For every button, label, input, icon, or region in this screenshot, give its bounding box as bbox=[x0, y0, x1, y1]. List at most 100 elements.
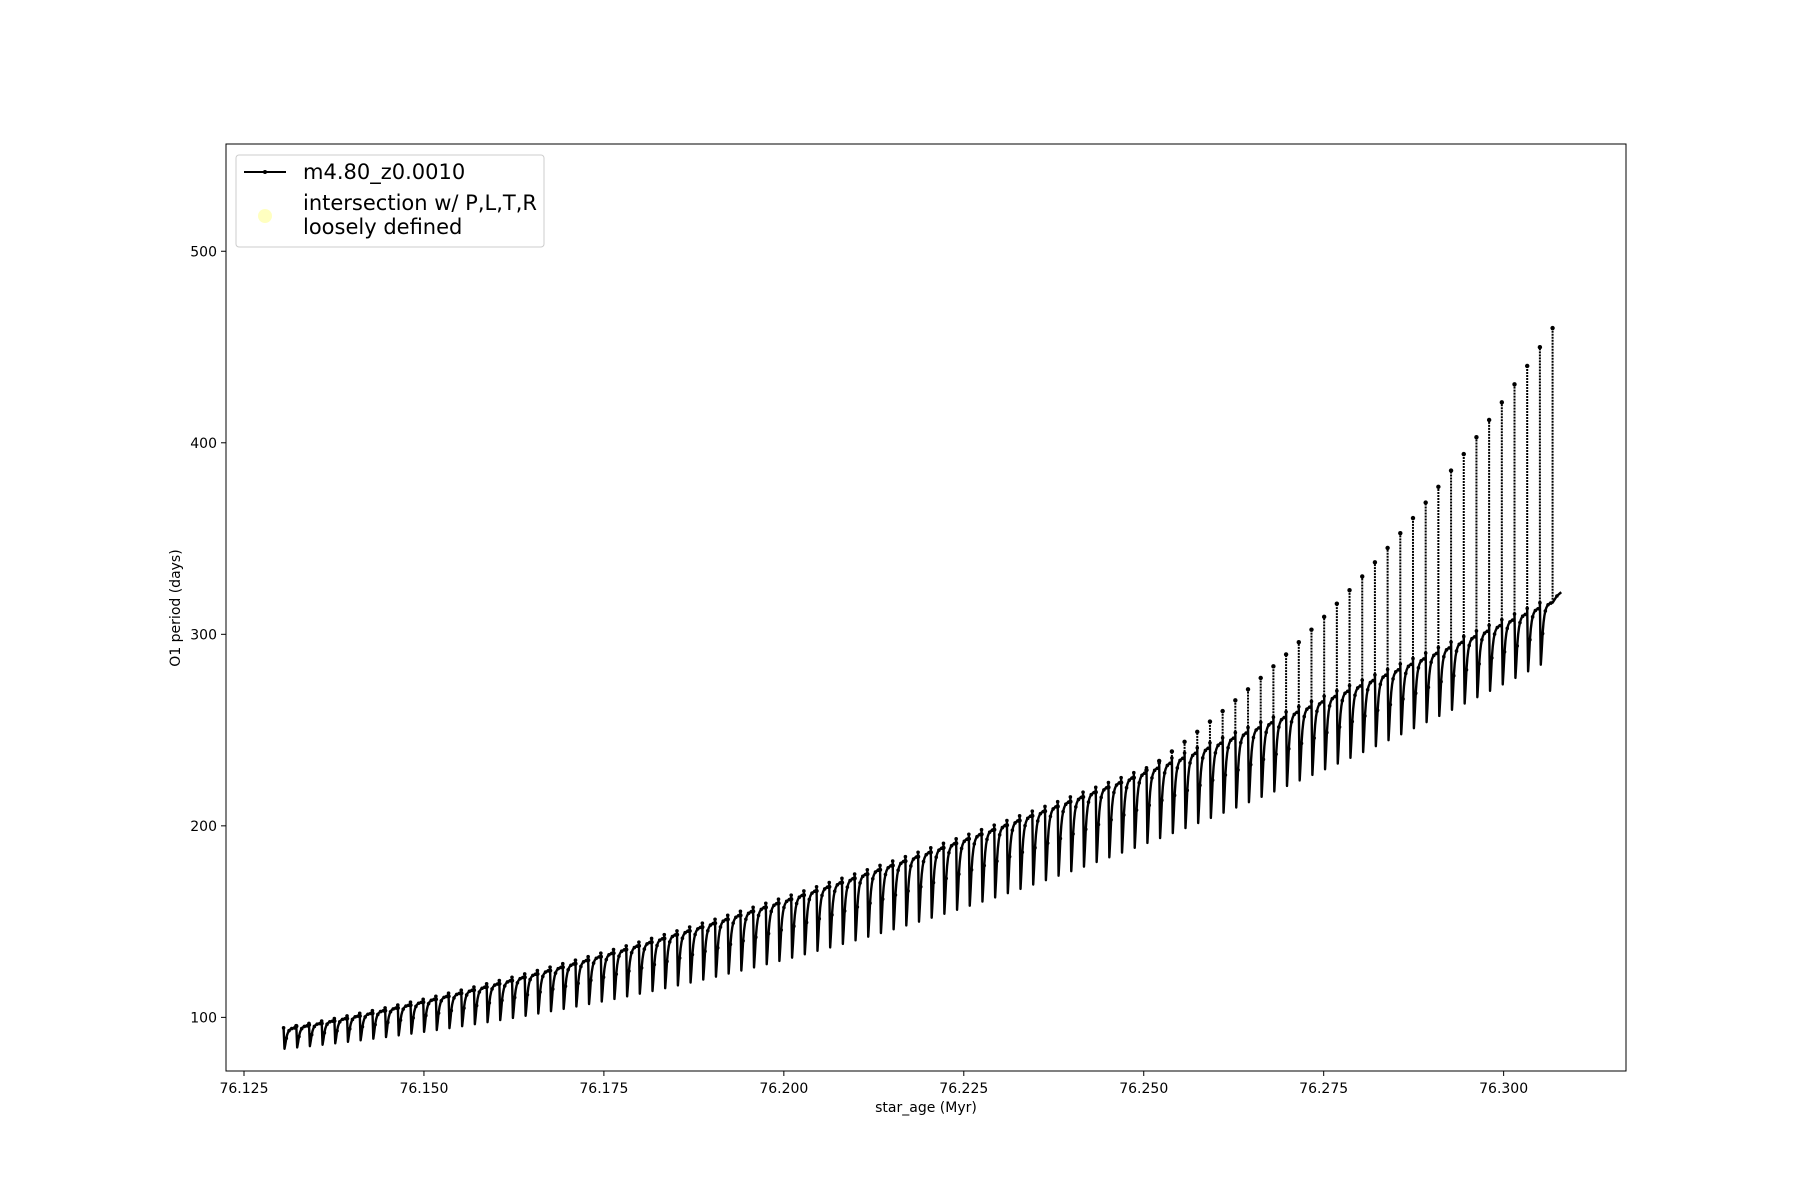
data-point bbox=[1396, 667, 1401, 672]
data-point bbox=[1144, 766, 1149, 770]
data-point bbox=[1528, 637, 1532, 642]
data-point bbox=[353, 1015, 357, 1019]
data-point bbox=[1193, 751, 1198, 756]
data-point bbox=[787, 897, 792, 902]
data-point bbox=[1079, 795, 1084, 800]
data-point bbox=[1472, 635, 1477, 639]
data-point bbox=[560, 961, 565, 966]
data-point bbox=[1515, 644, 1520, 648]
data-point bbox=[728, 942, 733, 947]
data-point bbox=[1409, 662, 1413, 667]
data-point bbox=[1206, 746, 1210, 751]
data-point bbox=[1457, 642, 1462, 647]
data-point bbox=[584, 958, 589, 963]
data-point bbox=[703, 949, 707, 954]
data-point bbox=[1536, 606, 1540, 611]
data-point bbox=[1555, 594, 1559, 598]
data-point bbox=[1337, 725, 1342, 729]
spike-peak-point bbox=[1334, 601, 1340, 606]
data-point bbox=[1226, 745, 1230, 750]
data-point bbox=[401, 1007, 406, 1011]
legend-marker-swatch bbox=[263, 170, 267, 174]
data-point bbox=[1327, 704, 1332, 708]
data-point bbox=[627, 969, 631, 973]
data-point bbox=[965, 837, 969, 842]
data-point bbox=[1305, 707, 1309, 711]
data-point bbox=[622, 948, 627, 952]
data-point bbox=[497, 978, 502, 983]
data-point bbox=[505, 980, 510, 984]
data-point bbox=[1449, 640, 1453, 644]
data-point bbox=[386, 1020, 390, 1025]
data-point bbox=[1540, 631, 1545, 636]
data-point bbox=[1005, 818, 1009, 823]
data-point bbox=[916, 850, 920, 855]
data-point bbox=[1000, 825, 1005, 830]
data-point bbox=[1061, 809, 1065, 814]
data-point bbox=[1350, 719, 1355, 724]
data-point bbox=[502, 984, 507, 988]
y-tick-label: 200 bbox=[190, 819, 217, 835]
data-point bbox=[1119, 775, 1123, 780]
data-point bbox=[1490, 656, 1494, 660]
data-point bbox=[330, 1019, 335, 1023]
data-point bbox=[356, 1014, 360, 1018]
data-point bbox=[655, 943, 659, 948]
spike-peak-point bbox=[1258, 675, 1263, 681]
data-point bbox=[842, 909, 847, 913]
data-point bbox=[662, 932, 667, 937]
data-point bbox=[480, 986, 484, 991]
data-point bbox=[472, 985, 476, 989]
data-point bbox=[477, 990, 482, 994]
data-point bbox=[1500, 617, 1504, 622]
data-point bbox=[576, 981, 580, 986]
data-point bbox=[467, 989, 472, 994]
data-point bbox=[876, 868, 880, 872]
data-point bbox=[533, 972, 538, 977]
data-point bbox=[1274, 752, 1278, 756]
data-point bbox=[1190, 753, 1195, 758]
data-point bbox=[734, 915, 738, 920]
data-point bbox=[388, 1010, 393, 1014]
data-point bbox=[1140, 773, 1144, 778]
data-point bbox=[309, 1032, 314, 1037]
data-point bbox=[713, 917, 717, 922]
data-point bbox=[1041, 809, 1045, 814]
data-point bbox=[962, 839, 967, 844]
data-point bbox=[754, 935, 758, 940]
y-axis-ticks: 100 200 300 400 500 bbox=[190, 244, 226, 1026]
data-point bbox=[1137, 781, 1142, 785]
data-point bbox=[1058, 836, 1063, 841]
data-point bbox=[1081, 790, 1085, 794]
spike-peak-point bbox=[1486, 417, 1492, 423]
data-point bbox=[1257, 726, 1261, 730]
data-point bbox=[1023, 823, 1027, 828]
data-point bbox=[835, 882, 840, 887]
legend-marker-intersection bbox=[258, 209, 272, 223]
data-point bbox=[370, 1008, 375, 1013]
data-point bbox=[718, 925, 723, 929]
spike-peak-point bbox=[1423, 500, 1428, 505]
data-point bbox=[637, 940, 641, 944]
data-point bbox=[1178, 758, 1182, 763]
data-point bbox=[1322, 694, 1326, 698]
data-point bbox=[1296, 704, 1301, 709]
data-point bbox=[1188, 761, 1192, 765]
plot-frame bbox=[225, 143, 1627, 1072]
data-point bbox=[977, 832, 982, 837]
data-point bbox=[611, 947, 616, 952]
data-point bbox=[398, 1018, 403, 1022]
data-point bbox=[1015, 819, 1020, 823]
data-point bbox=[1028, 814, 1033, 819]
data-point bbox=[731, 921, 735, 925]
data-point bbox=[909, 864, 913, 868]
data-point bbox=[1371, 678, 1375, 683]
data-point bbox=[1523, 612, 1528, 617]
x-tick-label: 76.275 bbox=[1299, 1081, 1348, 1097]
data-point bbox=[820, 893, 824, 898]
data-point bbox=[937, 848, 941, 852]
data-point bbox=[1248, 762, 1253, 767]
data-point bbox=[696, 927, 700, 931]
data-point bbox=[1147, 803, 1152, 808]
data-point bbox=[896, 868, 900, 873]
